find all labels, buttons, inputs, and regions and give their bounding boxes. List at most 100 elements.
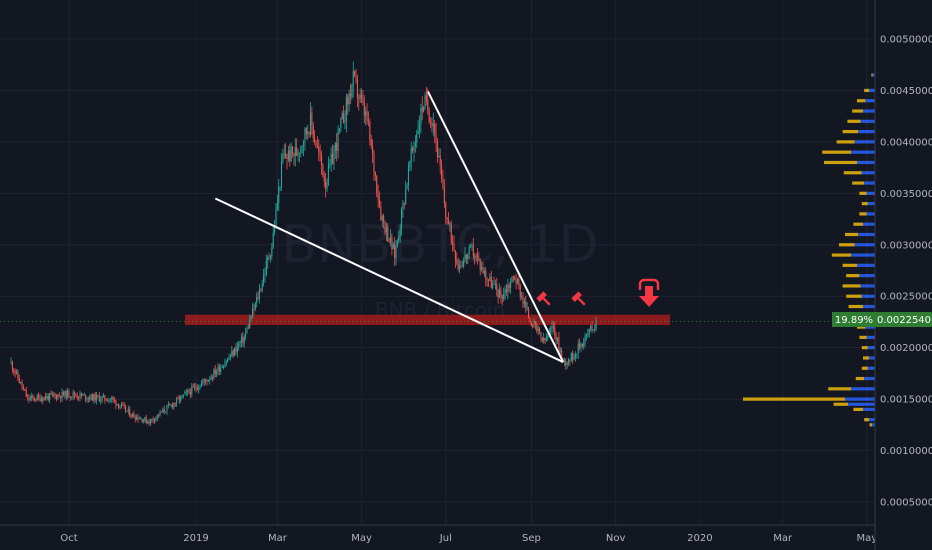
candle-body [384, 222, 386, 233]
candle-body [530, 321, 532, 327]
volume-profile-bar-down [861, 202, 868, 206]
candle-body [294, 147, 296, 156]
candle-body [188, 390, 190, 393]
candle-body [258, 290, 260, 299]
candle-body [595, 320, 597, 328]
candle-body [166, 405, 168, 412]
candle-body [51, 393, 53, 395]
candle-body [278, 186, 280, 203]
volume-profile-bar-down [833, 402, 848, 406]
candle-body [69, 396, 71, 398]
y-tick-label: 0.0005000 [880, 498, 932, 509]
candle-body [470, 245, 472, 247]
candle-body [333, 151, 335, 165]
candle-body [72, 392, 74, 397]
candle-body [272, 232, 274, 247]
candle-body [552, 326, 554, 328]
candle-body [158, 414, 160, 416]
candle-body [274, 226, 276, 233]
candle-body [428, 111, 430, 122]
volume-profile-bar-down [845, 232, 859, 237]
x-tick-label: Nov [606, 533, 626, 544]
volume-profile-bar-down [846, 274, 860, 278]
candle-body [561, 350, 563, 359]
candle-body [503, 293, 505, 299]
candle-body [590, 325, 592, 329]
candle-body [46, 395, 48, 399]
candle-body [192, 386, 194, 388]
volume-profile-bar-down [842, 263, 857, 267]
candle-body [210, 377, 212, 380]
candle-body [374, 171, 376, 176]
candle-body [296, 147, 298, 156]
candle-body [20, 381, 22, 383]
candle-body [203, 379, 205, 382]
candle-body [565, 360, 567, 365]
candle-body [355, 74, 357, 80]
volume-profile-bar-down [852, 109, 863, 113]
candle-body [191, 386, 193, 395]
candle-body [181, 394, 183, 396]
candle-body [468, 246, 470, 254]
candle-body [345, 97, 347, 121]
candle-body [234, 347, 236, 356]
watermark-symbol: BNBBTC, 1D [281, 215, 598, 275]
candle-body [196, 388, 198, 390]
candle-body [184, 392, 186, 395]
candle-body [579, 343, 581, 348]
volume-profile-bar-down [857, 325, 866, 329]
candle-body [556, 337, 559, 341]
candle-body [493, 283, 495, 285]
candle-body [100, 399, 102, 402]
candle-body [401, 208, 403, 229]
candle-body [522, 296, 524, 304]
volume-profile-bar-down [859, 191, 867, 195]
candle-body [443, 187, 445, 203]
candle-body [460, 265, 462, 267]
candle-body [211, 377, 214, 378]
candle-body [243, 337, 245, 343]
volume-profile-bar-down [852, 181, 865, 185]
candle-body [441, 165, 443, 179]
volume-profile-bar-up [865, 325, 875, 329]
candle-body [218, 366, 220, 372]
candle-body [265, 261, 267, 274]
y-axis[interactable]: 0.0050000 0.0045000 0.0040000 0.0035000 0.00… [874, 0, 932, 550]
candle-body [464, 254, 466, 260]
candle-body [340, 118, 342, 128]
trendline [214, 197, 564, 363]
candle-body [287, 150, 289, 160]
candle-body [372, 145, 374, 154]
candle-body [359, 95, 361, 99]
candle-body [337, 129, 339, 151]
volume-profile-bar-down [824, 160, 857, 165]
candle-body [113, 399, 116, 401]
volume-profile-bar-up [860, 119, 875, 123]
candle-body [116, 404, 118, 406]
candle-body [239, 342, 241, 344]
candle-body [33, 397, 36, 400]
candle-body [563, 360, 565, 362]
candle-body [86, 398, 88, 400]
candle-body [47, 395, 49, 400]
candle-body [476, 255, 479, 259]
candle-body [344, 120, 346, 124]
candle-body [521, 296, 523, 298]
volume-profile-bar-up [869, 88, 875, 93]
candle-body [523, 301, 525, 304]
candle-body [149, 419, 151, 425]
candle-body [96, 394, 98, 401]
volume-profile-bar-down [836, 140, 855, 144]
volume-profile-bar-up [851, 253, 875, 257]
candle-body [169, 404, 171, 406]
y-tick-label: 0.0025000 [880, 292, 932, 303]
volume-profile-bar-down [857, 99, 866, 103]
change-badge-text: 19.89% [835, 315, 873, 326]
candle-body [367, 120, 369, 122]
candle-body [536, 323, 538, 332]
down-arrow-bracket [638, 278, 660, 290]
volume-profile-bar-up [860, 284, 875, 288]
candle-body [221, 367, 223, 369]
candle-body [232, 350, 234, 356]
